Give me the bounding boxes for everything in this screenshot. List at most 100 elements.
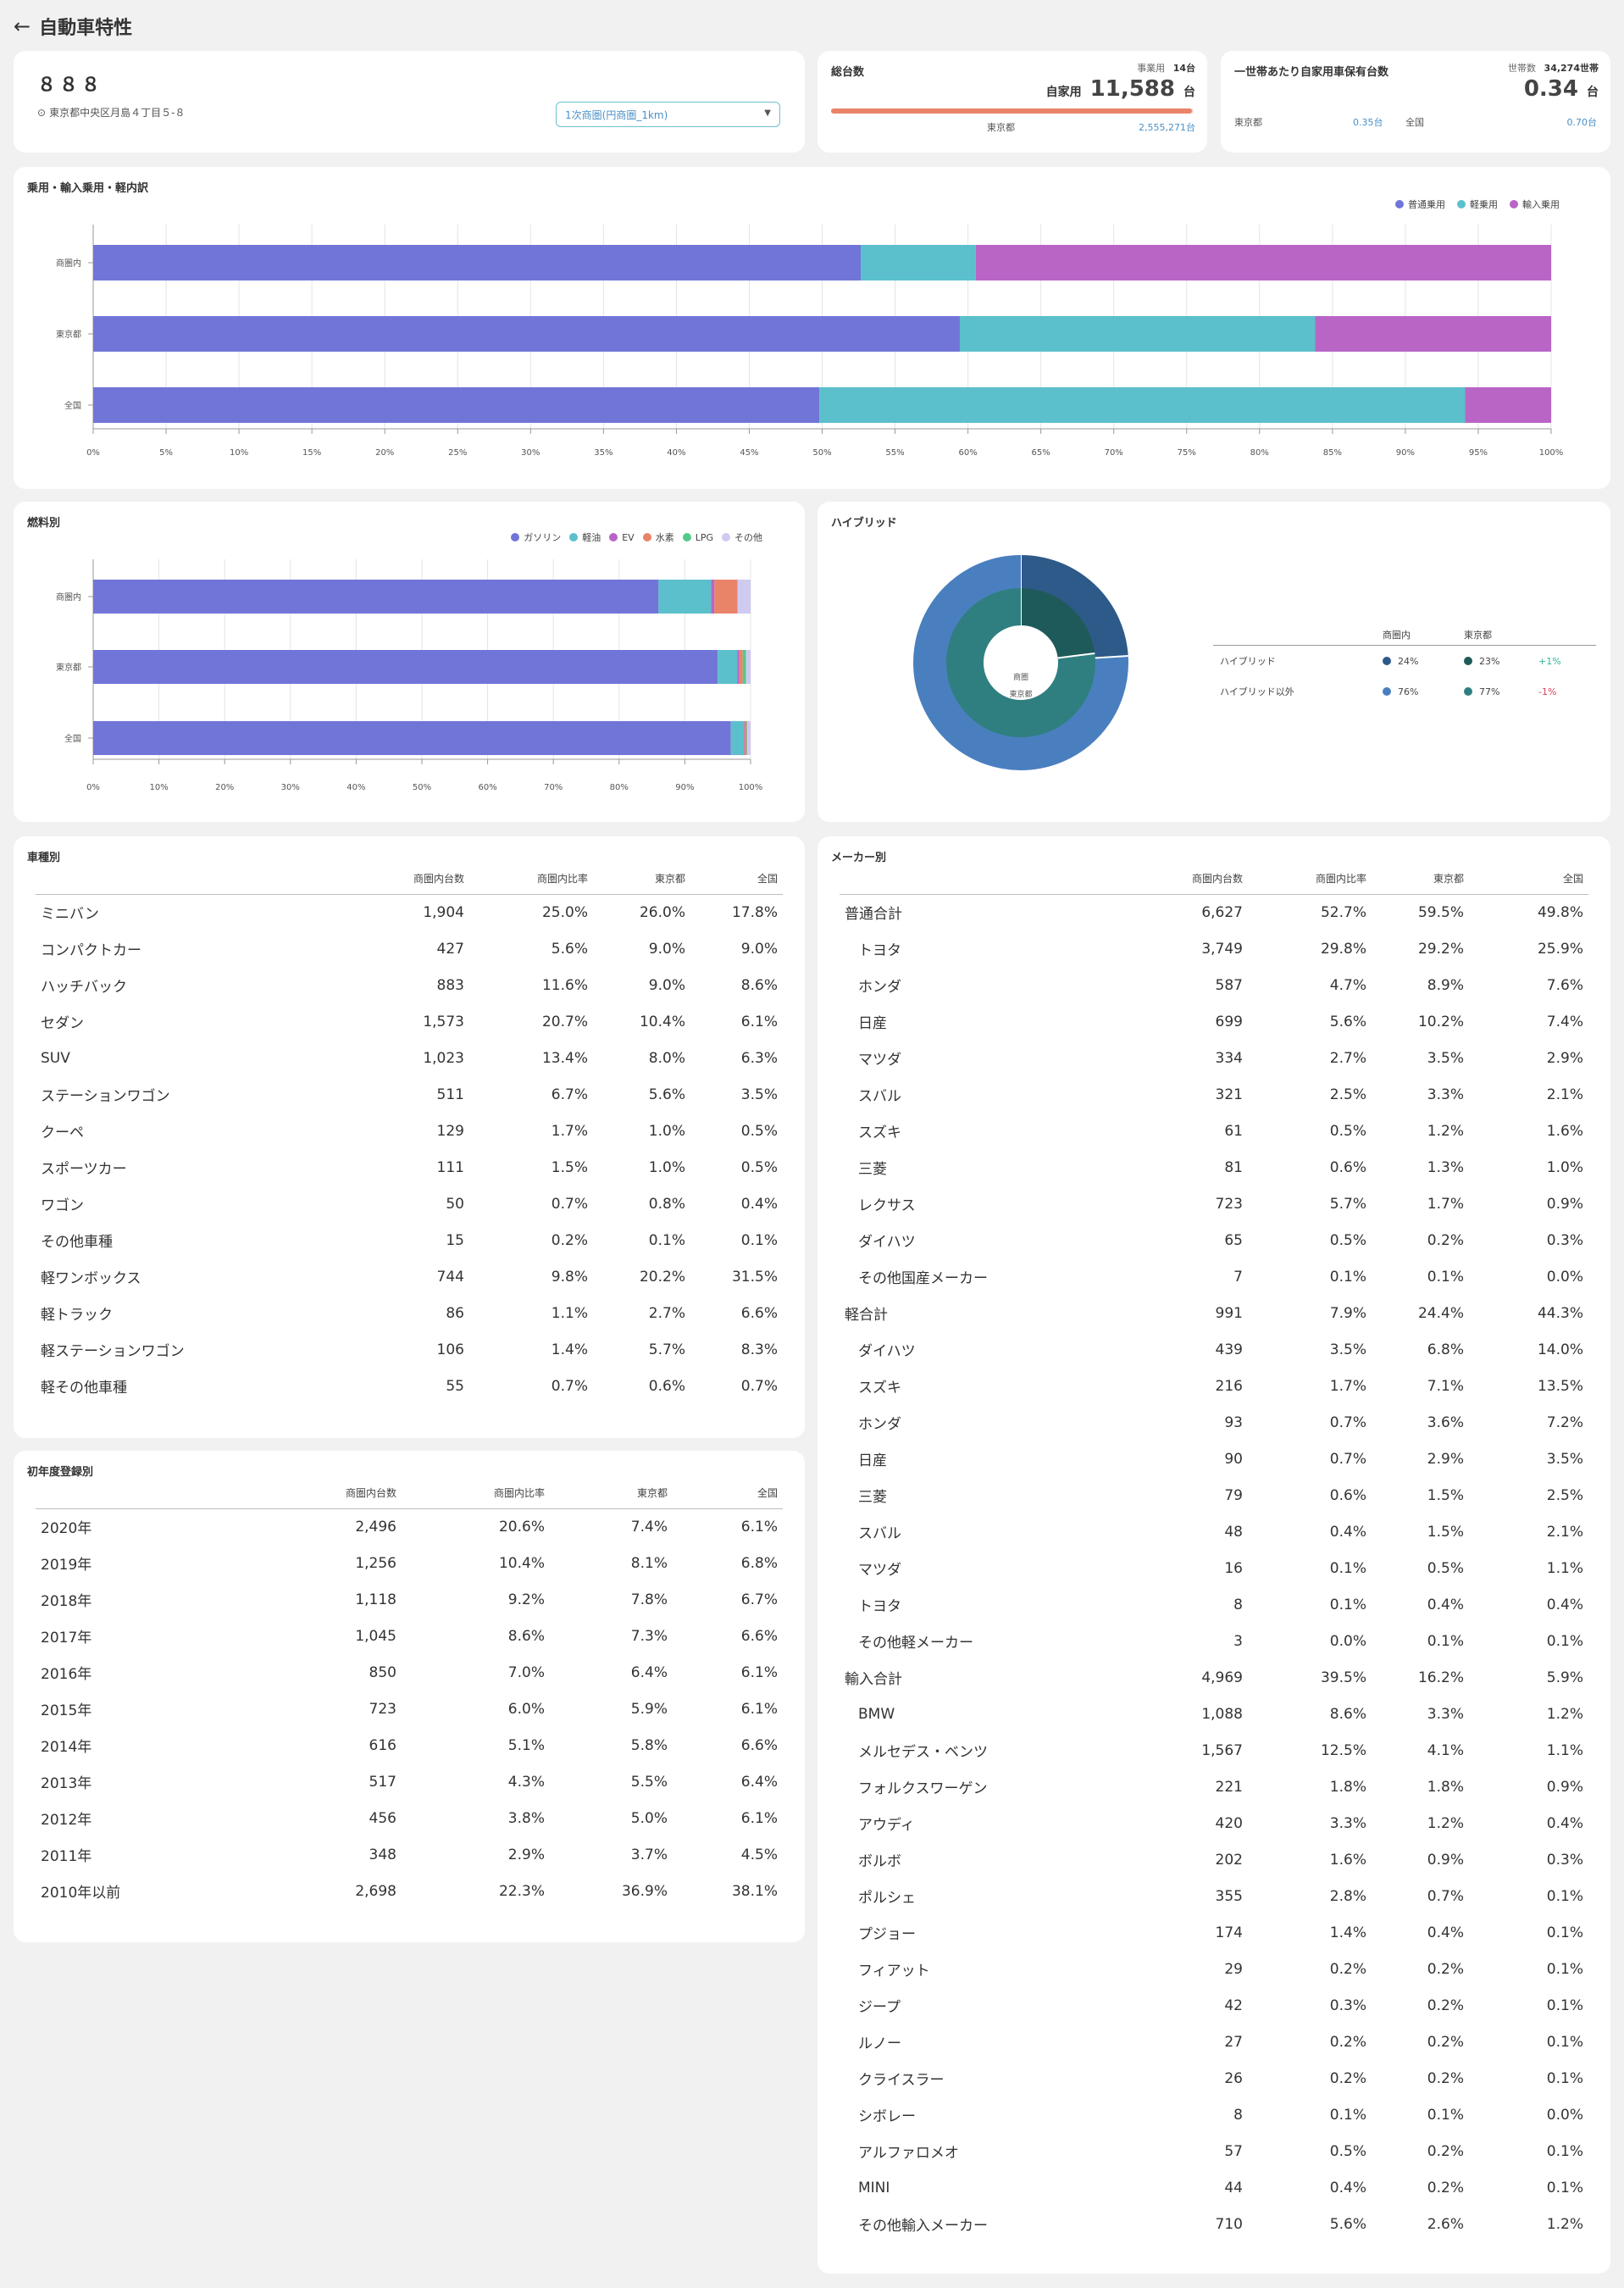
row-count: 48 — [1224, 1523, 1243, 1541]
private-label: 自家用 — [1045, 86, 1082, 99]
row-label: 軽ステーションワゴン — [41, 1343, 185, 1360]
row-ratio: 0.3% — [1329, 1996, 1366, 2014]
table-row: スズキ 61 0.5% 1.2% 1.6% — [840, 1113, 1588, 1149]
x-tick-label: 30% — [521, 448, 540, 458]
row-pref: 9.0% — [648, 940, 685, 958]
row-pref: 6.4% — [630, 1663, 668, 1681]
row-ratio: 5.7% — [1329, 1195, 1366, 1213]
back-arrow-icon[interactable]: ← — [14, 14, 31, 38]
row-count: 427 — [436, 940, 464, 958]
row-ratio: 0.1% — [1329, 1596, 1366, 1613]
row-pref: 2.9% — [1427, 1450, 1464, 1468]
row-count: 1,567 — [1201, 1741, 1243, 1759]
x-tick-label: 50% — [812, 448, 831, 458]
row-label: ハッチバック — [41, 979, 127, 996]
table-row: メルセデス・ベンツ 1,567 12.5% 4.1% 1.1% — [840, 1732, 1588, 1769]
row-ratio: 7.9% — [1329, 1304, 1366, 1322]
fuel-legend-label: 軽油 — [582, 532, 601, 543]
table-row: BMW 1,088 8.6% 3.3% 1.2% — [840, 1696, 1588, 1732]
row-count: 456 — [369, 1809, 396, 1827]
row-pref: 5.6% — [648, 1086, 685, 1103]
row-ratio: 0.5% — [1329, 1122, 1366, 1140]
legend-dot-icon — [642, 533, 651, 541]
household-value: 0.34 — [1523, 76, 1578, 102]
row-label: ポルシェ — [858, 1890, 916, 1907]
row-pref: 3.3% — [1427, 1086, 1464, 1103]
bar-segment-EV — [744, 721, 745, 755]
row-pref: 5.9% — [630, 1700, 668, 1718]
row-ratio: 0.4% — [1329, 1523, 1366, 1541]
x-tick-label: 80% — [1250, 448, 1269, 458]
table-row: 2010年以前 2,698 22.3% 36.9% 38.1% — [36, 1873, 783, 1909]
hybrid-legend-table: 商圏内 東京都 ハイブリッド 24% 23% +1% ハイブリッド以外 76% 77% -1% — [1213, 624, 1596, 707]
row-ratio: 0.7% — [1329, 1413, 1366, 1431]
row-pref: 3.6% — [1427, 1413, 1464, 1431]
row-ratio: 7.0% — [507, 1663, 545, 1681]
fuel-legend-label: ガソリン — [524, 532, 562, 543]
table-row: ポルシェ 355 2.8% 0.7% 0.1% — [840, 1878, 1588, 1914]
row-label: 2012年 — [41, 1812, 92, 1829]
legend-dot-icon — [609, 533, 618, 541]
row-count: 1,118 — [355, 1591, 396, 1608]
row-nat: 6.1% — [740, 1809, 778, 1827]
row-pref: 1.5% — [1427, 1486, 1464, 1504]
table-header-row: 商圏内台数 商圏内比率 東京都 全国 — [840, 864, 1588, 895]
row-count: 587 — [1215, 976, 1243, 994]
row-count: 4,969 — [1201, 1669, 1243, 1686]
row-label: 普通合計 — [845, 906, 902, 924]
legend-dot-icon — [722, 533, 730, 541]
table-row: ダイハツ 65 0.5% 0.2% 0.3% — [840, 1222, 1588, 1258]
table-row: MINI 44 0.4% 0.2% 0.1% — [840, 2169, 1588, 2206]
table-header: 商圏内台数 — [1077, 864, 1248, 895]
row-ratio: 8.6% — [507, 1627, 545, 1645]
row-ratio: 3.8% — [507, 1809, 545, 1827]
hybrid-col-area: 商圏内 — [1383, 629, 1411, 641]
row-ratio: 1.7% — [1329, 1377, 1366, 1395]
x-tick-label: 25% — [448, 448, 467, 458]
row-label: BMW — [858, 1705, 895, 1723]
x-tick-label: 20% — [375, 448, 394, 458]
table-row: 2015年 723 6.0% 5.9% 6.1% — [36, 1691, 783, 1727]
bar-segment-その他 — [745, 650, 751, 684]
hybrid-row-pref: 23% — [1479, 655, 1500, 667]
row-count: 50 — [446, 1195, 464, 1213]
hybrid-row-diff: +1% — [1538, 655, 1561, 667]
table-row: トヨタ 3,749 29.8% 29.2% 25.9% — [840, 930, 1588, 967]
area-select[interactable]: 1次商圏(円商圏_1km) ▼ — [556, 102, 780, 127]
row-nat: 2.9% — [1546, 1049, 1583, 1067]
row-ratio: 0.7% — [551, 1195, 588, 1213]
pref-value: 2,555,271台 — [1139, 122, 1195, 133]
table-header — [36, 864, 256, 895]
table-row: 2016年 850 7.0% 6.4% 6.1% — [36, 1654, 783, 1691]
table-row: 軽トラック 86 1.1% 2.7% 6.6% — [36, 1295, 783, 1331]
x-tick-label: 70% — [544, 783, 563, 792]
table-header: 全国 — [1469, 864, 1588, 895]
row-ratio: 1.7% — [551, 1122, 588, 1140]
x-tick-label: 80% — [610, 783, 629, 792]
fuel-legend-item: ガソリン — [511, 530, 561, 544]
row-pref: 2.7% — [648, 1304, 685, 1322]
row-count: 850 — [369, 1663, 396, 1681]
maker-table: 商圏内台数 商圏内比率 東京都 全国 普通合計 6,627 52.7% 59.5% 49.8% ト… — [840, 864, 1588, 2242]
x-tick-label: 5% — [159, 448, 173, 458]
row-pref: 0.1% — [648, 1231, 685, 1249]
row-nat: 44.3% — [1537, 1304, 1583, 1322]
table-header: 東京都 — [1372, 864, 1469, 895]
row-pref: 3.5% — [1427, 1049, 1464, 1067]
page-title: 自動車特性 — [39, 18, 133, 39]
chevron-down-icon: ▼ — [764, 108, 771, 118]
row-count: 511 — [436, 1086, 464, 1103]
row-pref: 10.2% — [1417, 1013, 1464, 1030]
bar-segment-普通乗用 — [93, 316, 960, 352]
legend-dot-icon — [1464, 687, 1472, 696]
row-label: ホンダ — [858, 979, 901, 996]
bar-segment-軽油 — [718, 650, 738, 684]
row-nat: 0.7% — [740, 1377, 778, 1395]
table-row: マツダ 334 2.7% 3.5% 2.9% — [840, 1040, 1588, 1076]
row-nat: 0.1% — [1546, 1887, 1583, 1905]
row-label: シボレー — [858, 2108, 916, 2125]
row-pref: 0.2% — [1427, 2069, 1464, 2087]
row-ratio: 2.5% — [1329, 1086, 1366, 1103]
location-pin-icon: ⊙ — [37, 106, 47, 119]
row-ratio: 11.6% — [541, 976, 588, 994]
